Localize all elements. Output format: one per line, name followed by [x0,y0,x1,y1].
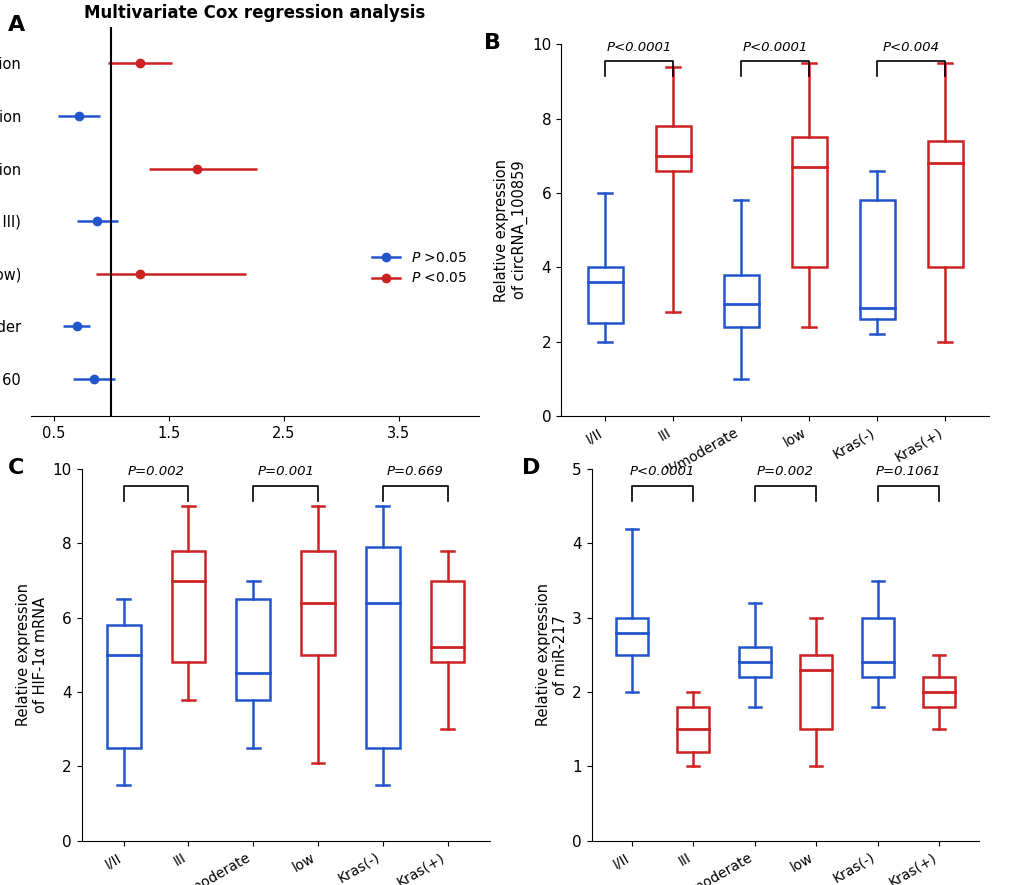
Bar [107,625,141,748]
Bar [799,655,832,729]
Bar [926,141,962,267]
Text: D: D [522,458,540,478]
Bar [430,581,464,662]
Y-axis label: Relative expression
of circRNA_100859: Relative expression of circRNA_100859 [494,158,528,302]
Bar [722,274,758,327]
Legend: $P$ >0.05, $P$ <0.05: $P$ >0.05, $P$ <0.05 [366,245,472,291]
Bar [366,547,399,748]
Text: P<0.0001: P<0.0001 [606,41,672,53]
Y-axis label: Relative expression
of HIF-1α mRNA: Relative expression of HIF-1α mRNA [16,583,49,727]
Y-axis label: Relative expression
of miR-217: Relative expression of miR-217 [535,583,568,727]
Text: P<0.0001: P<0.0001 [742,41,807,53]
Bar [859,200,894,319]
Title: Multivariate Cox regression analysis: Multivariate Cox regression analysis [85,4,425,22]
Bar [791,137,826,267]
Bar [677,707,708,751]
Bar [171,550,205,662]
Text: P<0.0001: P<0.0001 [629,466,694,478]
Text: P=0.002: P=0.002 [756,466,813,478]
Bar [655,126,690,171]
Text: P=0.669: P=0.669 [386,466,443,478]
Text: B: B [483,33,500,53]
Text: P=0.002: P=0.002 [127,466,184,478]
Text: C: C [8,458,24,478]
Bar [738,648,770,677]
Bar [922,677,954,707]
Bar [587,267,623,323]
Text: P=0.1061: P=0.1061 [875,466,941,478]
Text: P<0.004: P<0.004 [881,41,938,53]
Text: A: A [8,15,25,35]
Bar [615,618,647,655]
Bar [236,599,270,699]
Text: P=0.001: P=0.001 [257,466,314,478]
Bar [861,618,893,677]
Bar [301,550,334,655]
